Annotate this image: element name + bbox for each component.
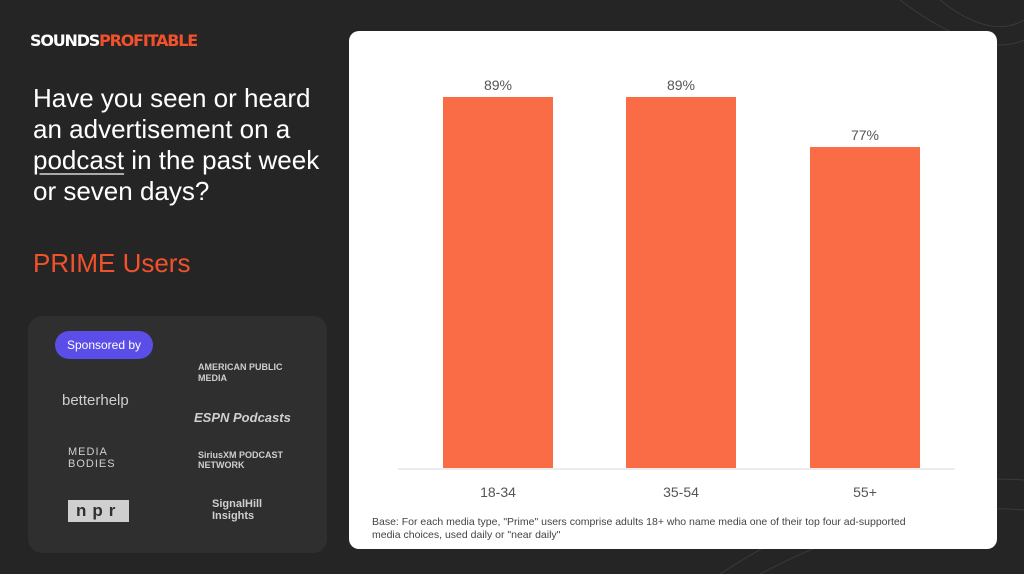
chart-base-note: Base: For each media type, "Prime" users… <box>372 516 906 541</box>
x-tick-label: 55+ <box>853 484 877 500</box>
segment-title: PRIME Users <box>33 248 191 278</box>
logo-signalhill: SignalHill Insights <box>212 498 263 522</box>
logo-media-bodies: MEDIA BODIES <box>68 446 116 470</box>
data-label: 89% <box>484 77 512 93</box>
logo-espn-podcasts: ESPN Podcasts <box>194 410 291 425</box>
bar-35-54 <box>626 97 736 468</box>
logo-american-public-media: AMERICAN PUBLIC MEDIA <box>198 362 283 383</box>
sponsors-panel: Sponsored by betterhelp AMERICAN PUBLIC … <box>28 316 327 553</box>
x-tick-label: 35-54 <box>663 484 699 500</box>
bar-chart: 89% 18-34 89% 35-54 77% 55+ <box>398 77 955 500</box>
decorative-arc <box>939 0 1024 28</box>
x-tick-label: 18-34 <box>480 484 516 500</box>
bar-18-34 <box>443 97 553 468</box>
question-title: Have you seen or heard an advertisement … <box>33 83 320 206</box>
logo-betterhelp: betterhelp <box>62 392 129 409</box>
logo-siriusxm-podcast-network: SiriusXM PODCAST NETWORK <box>198 450 284 470</box>
chart-card: 89% 18-34 89% 35-54 77% 55+ Base: For each me… <box>349 31 997 549</box>
bar-55+ <box>810 147 920 468</box>
data-label: 89% <box>667 77 695 93</box>
logo-npr: npr <box>68 500 130 522</box>
sponsored-by-badge: Sponsored by <box>55 331 153 359</box>
data-label: 77% <box>851 127 879 143</box>
brand-logo: SOUNDSPROFITABLE <box>30 31 198 50</box>
